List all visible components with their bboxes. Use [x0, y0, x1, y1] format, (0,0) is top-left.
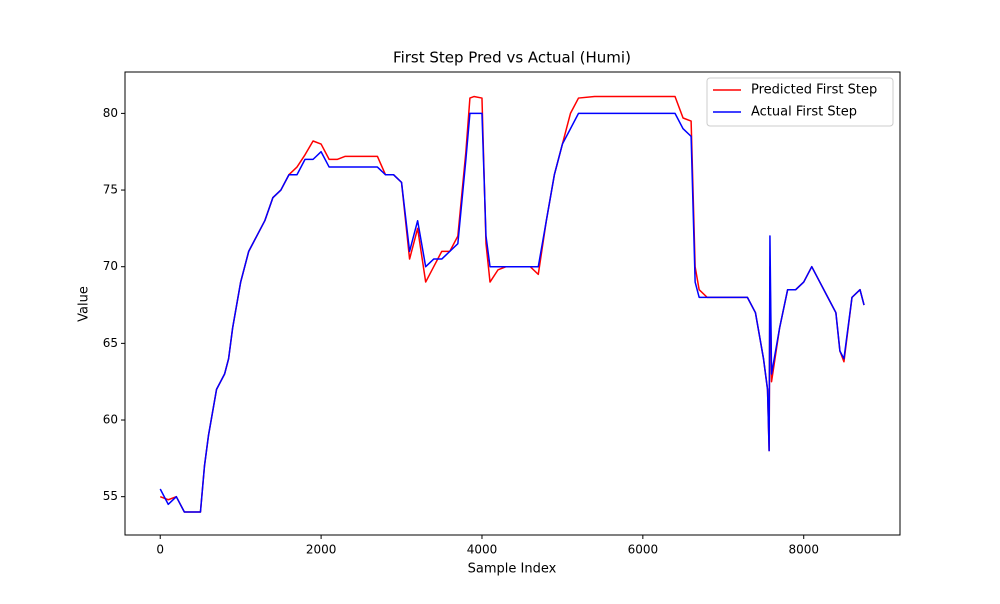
y-axis-label: Value	[77, 286, 92, 322]
x-tick-label: 0	[156, 543, 164, 557]
y-tick-label: 60	[103, 413, 118, 427]
legend-box	[706, 77, 894, 127]
x-tick-label: 6000	[628, 543, 659, 557]
data-line	[159, 95, 865, 513]
x-tick-label: 8000	[788, 543, 819, 557]
y-tick-label: 80	[103, 106, 118, 120]
y-tick-label: 65	[103, 336, 118, 350]
x-tick-label: 2000	[306, 543, 337, 557]
legend-label: Predicted First Step	[751, 83, 877, 98]
y-tick-label: 70	[103, 259, 118, 273]
y-tick-label: 75	[103, 183, 118, 197]
legend-label: Actual First Step	[751, 105, 857, 120]
y-tick-label: 55	[103, 489, 118, 503]
x-tick-label: 4000	[467, 543, 498, 557]
data-line	[159, 112, 865, 513]
x-axis-label: Sample Index	[468, 562, 557, 577]
plot-frame	[124, 71, 901, 536]
chart-title: First Step Pred vs Actual (Humi)	[393, 49, 631, 67]
